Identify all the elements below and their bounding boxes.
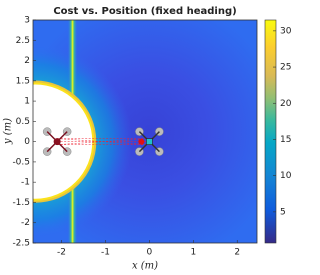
x-tick-label: 0 xyxy=(147,248,153,258)
y-tick-label: 2 xyxy=(24,56,30,66)
robot-marker xyxy=(138,138,145,145)
y-tick-label: 0 xyxy=(24,137,30,147)
chart: Cost vs. Position (fixed heading) x (m) … xyxy=(3,6,292,272)
y-tick-label: 0.5 xyxy=(16,117,30,127)
x-tick-label: -2 xyxy=(57,248,66,258)
y-tick-label: -1 xyxy=(21,178,30,188)
x-tick-label: -1 xyxy=(101,248,110,258)
y-tick-label: 2.5 xyxy=(16,36,30,46)
y-tick-label: -2.5 xyxy=(12,239,30,249)
y-tick-label: 1.5 xyxy=(16,76,30,86)
colorbar xyxy=(264,19,277,244)
y-tick-label: -0.5 xyxy=(12,157,30,167)
y-tick-label: 1 xyxy=(24,97,30,107)
plot-frame xyxy=(32,19,258,244)
y-tick-label: -1.5 xyxy=(12,198,30,208)
y-axis-label: y (m) xyxy=(3,118,14,145)
x-axis-label: x (m) xyxy=(132,261,158,272)
x-tick-label: 2 xyxy=(234,248,240,258)
y-tick-label: -2 xyxy=(21,218,30,228)
colorbar-tick-label: 10 xyxy=(280,171,292,181)
robot-body xyxy=(146,138,153,145)
colorbar-tick-label: 25 xyxy=(280,63,291,73)
chart-title: Cost vs. Position (fixed heading) xyxy=(53,6,236,17)
robot-body xyxy=(53,138,61,146)
sight-line xyxy=(57,138,150,145)
colorbar-tick-label: 15 xyxy=(280,135,291,145)
colorbar-tick-label: 5 xyxy=(280,207,286,217)
y-tick-label: 3 xyxy=(24,16,30,26)
heatmap xyxy=(33,20,257,243)
x-tick-label: 1 xyxy=(190,248,196,258)
colorbar-tick-label: 20 xyxy=(280,99,292,109)
colorbar-tick-label: 30 xyxy=(280,26,292,36)
